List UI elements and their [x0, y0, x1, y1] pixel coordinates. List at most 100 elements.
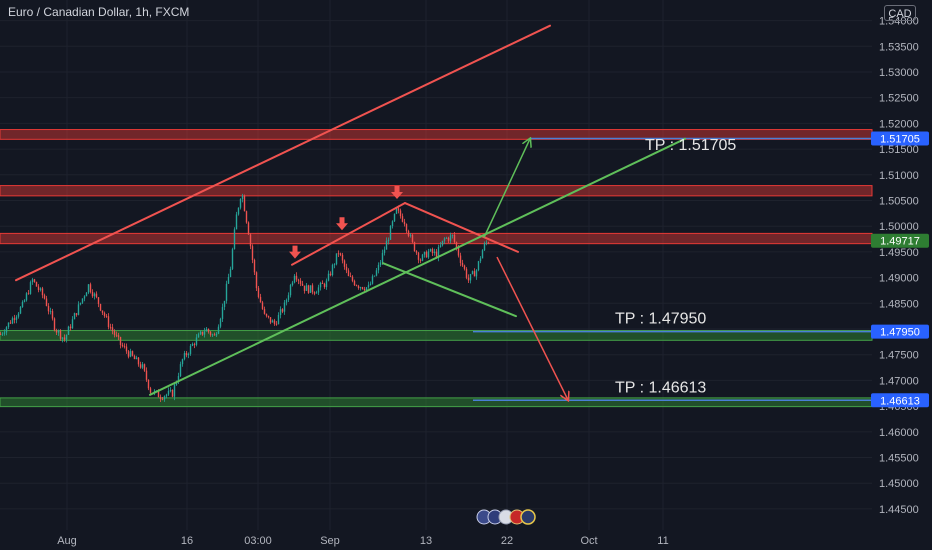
- x-tick-label: Aug: [57, 535, 77, 547]
- y-tick-label: 1.52000: [879, 118, 919, 130]
- peak-marker-3-icon[interactable]: [391, 185, 403, 199]
- candle: [325, 280, 328, 288]
- candle: [281, 309, 284, 312]
- candle: [343, 260, 346, 267]
- price-label-current[interactable]: [871, 233, 929, 248]
- candle: [465, 268, 468, 278]
- candle: [245, 211, 248, 223]
- tp-3-label[interactable]: TP : 1.46613: [615, 380, 706, 397]
- candle: [191, 343, 194, 346]
- candle: [389, 226, 392, 240]
- tp-1-label[interactable]: TP : 1.51705: [645, 137, 736, 154]
- candle: [171, 390, 174, 397]
- candle: [0, 334, 2, 335]
- price-label-tp1[interactable]: [871, 131, 929, 146]
- candle: [115, 334, 118, 336]
- peak-marker-1-icon[interactable]: [289, 245, 301, 259]
- candle: [165, 394, 168, 397]
- candle: [45, 298, 48, 306]
- candle: [379, 262, 382, 265]
- currency-badge[interactable]: CAD: [884, 5, 916, 21]
- candle: [203, 331, 206, 335]
- candle: [445, 237, 448, 239]
- candle: [347, 270, 350, 277]
- event-badges[interactable]: [475, 509, 539, 525]
- candle: [275, 323, 278, 325]
- candle: [403, 221, 406, 225]
- candle: [393, 213, 396, 222]
- wedge-upper-line[interactable]: [291, 202, 406, 266]
- descending-line[interactable]: [404, 202, 519, 253]
- candle: [373, 275, 376, 277]
- x-tick-label: Oct: [580, 535, 597, 547]
- wedge-lower-line[interactable]: [382, 262, 517, 318]
- candle: [473, 271, 476, 277]
- candle: [291, 282, 294, 286]
- candle: [27, 293, 30, 295]
- candle: [41, 288, 44, 296]
- candle: [163, 396, 166, 400]
- candle: [315, 292, 318, 294]
- peak-marker-2-icon[interactable]: [336, 217, 348, 231]
- candle: [385, 240, 388, 250]
- candle: [361, 287, 364, 289]
- candle: [217, 326, 220, 334]
- candle: [37, 286, 40, 290]
- candle: [363, 288, 366, 291]
- candle: [313, 292, 316, 294]
- candle: [197, 334, 200, 338]
- y-tick-label: 1.53500: [879, 41, 919, 53]
- candle: [415, 251, 418, 253]
- candle: [97, 297, 100, 304]
- projection-arrow-down[interactable]: [496, 256, 568, 400]
- projection-arrow-up[interactable]: [483, 139, 530, 238]
- candle: [87, 284, 90, 293]
- candle: [89, 284, 92, 292]
- candle: [477, 261, 480, 271]
- candle: [269, 317, 272, 323]
- event-badge-icon[interactable]: [520, 509, 536, 525]
- channel-top-line[interactable]: [15, 24, 551, 282]
- candle: [5, 327, 8, 333]
- candle: [257, 288, 260, 297]
- candle: [467, 277, 470, 281]
- candle: [455, 242, 458, 248]
- candle: [239, 198, 242, 208]
- candle: [185, 353, 188, 356]
- candle: [483, 243, 486, 251]
- rising-support-line[interactable]: [149, 137, 686, 396]
- candle: [459, 255, 462, 263]
- candle: [119, 336, 122, 345]
- candle: [355, 285, 358, 286]
- price-label-tp3[interactable]: [871, 393, 929, 408]
- candle: [21, 301, 24, 308]
- candle: [101, 310, 104, 313]
- resistance-zone-lower[interactable]: [0, 232, 873, 245]
- tp-2-label[interactable]: TP : 1.47950: [615, 311, 706, 328]
- candle: [7, 322, 10, 328]
- y-tick-label: 1.51500: [879, 144, 919, 156]
- candle: [481, 250, 484, 259]
- support-zone-lower[interactable]: [0, 397, 873, 408]
- x-tick-label: Sep: [320, 535, 340, 547]
- y-tick-label: 1.51000: [879, 170, 919, 182]
- candle: [283, 302, 286, 312]
- candle: [387, 239, 390, 241]
- candle: [359, 287, 362, 289]
- resistance-zone-middle[interactable]: [0, 185, 873, 197]
- candle: [3, 332, 6, 334]
- candle: [369, 283, 372, 286]
- candle: [209, 331, 212, 335]
- price-label-tp2[interactable]: [871, 324, 929, 339]
- candle: [183, 353, 186, 360]
- candle: [233, 229, 236, 250]
- symbol-title[interactable]: Euro / Canadian Dollar, 1h, FXCM: [8, 5, 190, 19]
- candle: [447, 237, 450, 241]
- candle: [195, 337, 198, 345]
- candle: [149, 388, 152, 393]
- candle: [345, 266, 348, 271]
- candle: [357, 285, 360, 289]
- candle: [85, 292, 88, 297]
